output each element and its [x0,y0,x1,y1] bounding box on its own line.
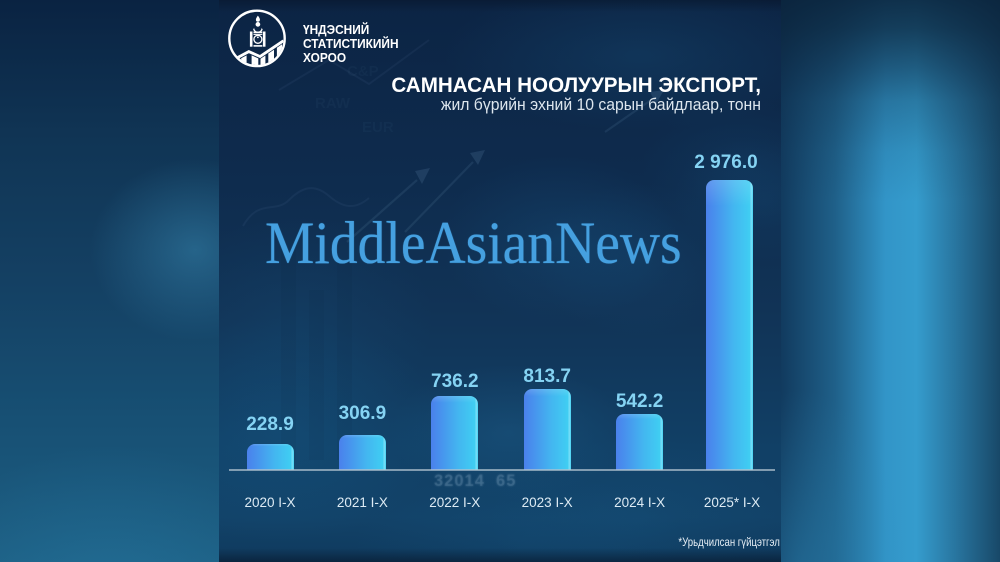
svg-text:C&P: C&P [347,63,379,80]
svg-text:EUR: EUR [362,119,394,136]
svg-text:RAW: RAW [315,95,351,112]
